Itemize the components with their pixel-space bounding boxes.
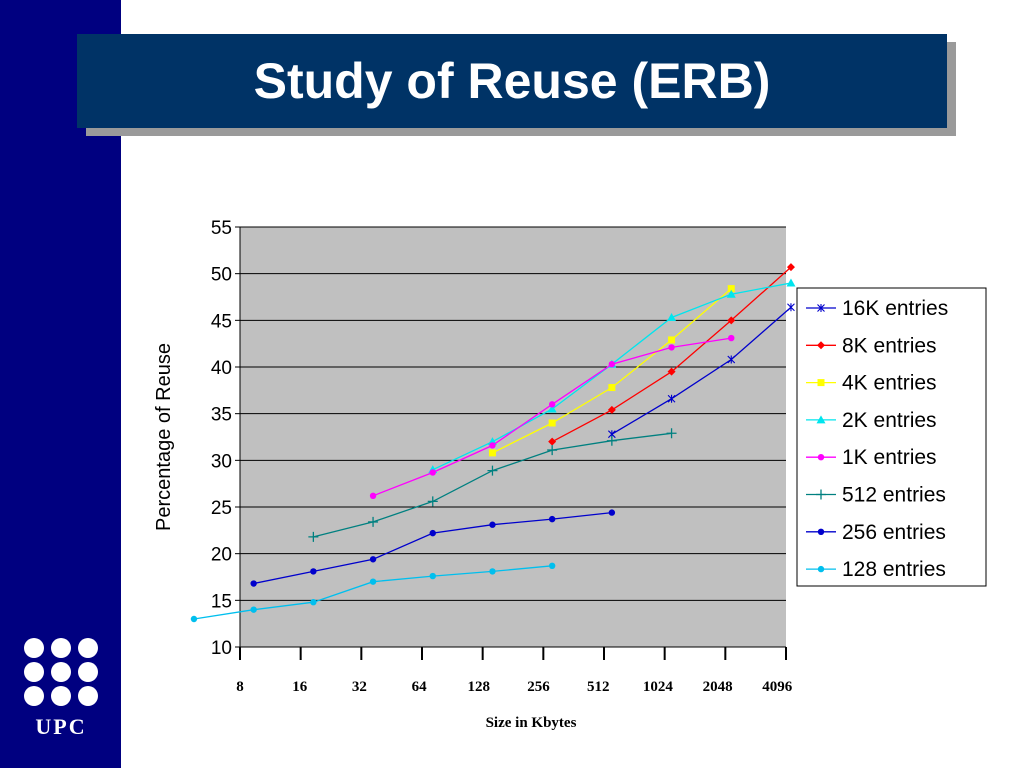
plot-area	[240, 227, 786, 647]
y-tick-label: 45	[211, 311, 232, 332]
upc-logo-text: UPC	[35, 714, 87, 739]
data-point-128-entries	[548, 562, 556, 569]
data-point-16k-entries	[787, 303, 795, 312]
data-point-512-entries	[606, 435, 617, 446]
legend-label: 4K entries	[842, 372, 937, 395]
data-point-2k-entries	[667, 313, 677, 322]
legend-marker	[817, 528, 825, 535]
data-point-128-entries	[489, 568, 496, 575]
y-tick-label: 50	[211, 265, 232, 286]
data-point-1k-entries	[489, 442, 496, 449]
y-tick-label: 55	[211, 218, 232, 239]
data-point-1k-entries	[369, 492, 377, 499]
series-512-entries	[308, 428, 677, 542]
legend-marker	[816, 415, 826, 424]
x-tick-label: 64	[412, 679, 428, 695]
series-4k-entries	[488, 285, 735, 457]
data-point-8k-entries	[548, 437, 557, 446]
data-point-1k-entries	[548, 401, 556, 408]
legend-marker	[817, 454, 825, 461]
data-point-512-entries	[368, 516, 379, 527]
x-axis-title: Size in Kbytes	[486, 715, 577, 731]
legend-label: 256 entries	[842, 521, 946, 544]
data-point-256-entries	[608, 509, 616, 516]
data-point-256-entries	[310, 568, 317, 575]
y-axis-title: Percentage of Reuse	[153, 343, 175, 531]
x-tick-label: 4096	[762, 679, 793, 695]
x-tick-label: 256	[527, 679, 550, 695]
data-point-8k-entries	[727, 316, 736, 325]
y-tick-label: 35	[211, 405, 232, 426]
data-point-4k-entries	[608, 384, 616, 392]
legend-marker	[817, 379, 825, 387]
data-point-256-entries	[548, 515, 556, 523]
legend-label: 2K entries	[842, 409, 937, 432]
data-point-2k-entries	[786, 278, 796, 287]
x-tick-label: 512	[587, 679, 610, 695]
data-point-8k-entries	[786, 263, 795, 272]
data-point-512-entries	[487, 465, 498, 476]
y-tick-label: 10	[211, 638, 232, 659]
data-point-128-entries	[310, 599, 317, 606]
x-tick-label: 128	[468, 679, 491, 695]
data-point-1k-entries	[429, 469, 436, 476]
data-point-256-entries	[489, 521, 496, 528]
series-1k-entries	[369, 334, 735, 499]
series-line-16k-entries	[611, 306, 792, 435]
legend-label: 128 entries	[842, 558, 946, 581]
x-tick-label: 2048	[703, 679, 733, 695]
legend-label: 8K entries	[842, 334, 937, 357]
legend-label: 512 entries	[842, 484, 946, 507]
y-tick-label: 30	[211, 451, 232, 472]
y-tick-label: 20	[211, 545, 232, 566]
x-tick-label: 32	[352, 679, 367, 695]
data-point-256-entries	[250, 580, 257, 587]
legend-label: 1K entries	[842, 446, 937, 469]
data-point-256-entries	[369, 556, 377, 563]
y-tick-label: 25	[211, 498, 232, 519]
data-point-1k-entries	[608, 361, 616, 368]
data-point-4k-entries	[727, 285, 735, 293]
data-point-128-entries	[190, 615, 198, 623]
series-256-entries	[250, 509, 616, 587]
data-point-512-entries	[427, 496, 438, 507]
legend-label: 16K entries	[842, 297, 948, 320]
data-point-4k-entries	[668, 336, 676, 344]
data-point-512-entries	[547, 445, 558, 456]
series-128-entries	[190, 562, 556, 623]
slide-title: Study of Reuse (ERB)	[253, 53, 771, 109]
data-point-2k-entries	[726, 289, 736, 298]
legend-marker	[817, 341, 825, 350]
data-point-4k-entries	[548, 419, 556, 427]
upc-logo-dots-icon	[24, 638, 98, 708]
data-point-1k-entries	[728, 334, 735, 342]
y-tick-label: 15	[211, 591, 232, 612]
data-point-128-entries	[369, 578, 377, 585]
data-point-16k-entries	[667, 394, 676, 403]
x-tick-label: 1024	[643, 679, 674, 695]
legend-marker	[817, 565, 825, 573]
legend-marker	[817, 304, 825, 312]
data-point-512-entries	[308, 531, 319, 542]
data-point-8k-entries	[667, 367, 676, 376]
data-point-128-entries	[250, 606, 257, 613]
series-8k-entries	[548, 263, 795, 446]
data-point-512-entries	[666, 428, 677, 439]
legend-marker	[816, 489, 826, 500]
data-point-256-entries	[429, 529, 436, 537]
legend: 16K entries 8K entries 4K entries 2K entrie…	[796, 287, 987, 587]
data-point-8k-entries	[607, 405, 616, 414]
data-point-16k-entries	[727, 355, 736, 364]
x-tick-label: 16	[292, 679, 308, 695]
data-point-128-entries	[429, 572, 436, 580]
data-point-1k-entries	[668, 344, 675, 351]
title-box	[77, 34, 947, 128]
y-tick-label: 40	[211, 358, 232, 379]
data-point-4k-entries	[488, 449, 496, 457]
data-point-2k-entries	[547, 404, 557, 413]
x-tick-label: 8	[236, 679, 244, 695]
